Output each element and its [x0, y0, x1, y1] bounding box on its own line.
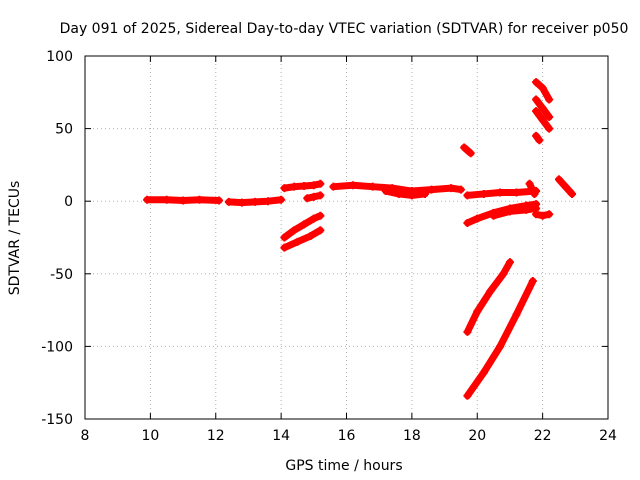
data-point — [215, 196, 224, 205]
series-arc-16 — [532, 95, 554, 121]
series-arc-19 — [532, 210, 554, 220]
series-arc-3 — [280, 179, 325, 193]
data-trace — [486, 270, 507, 295]
series-arc-6 — [303, 191, 325, 203]
series-arc-21 — [554, 175, 577, 198]
data-point — [505, 258, 514, 267]
y-tick-label: 0 — [64, 194, 73, 210]
data-point — [316, 179, 325, 188]
series-arc-14 — [463, 277, 537, 400]
x-tick-label: 24 — [599, 428, 617, 444]
data-point — [456, 185, 465, 194]
y-tick-label: -100 — [41, 339, 73, 355]
series-arc-4 — [280, 211, 325, 242]
data-point — [545, 210, 554, 219]
data-point — [535, 136, 544, 145]
series-arc-1 — [143, 195, 224, 205]
x-tick-label: 20 — [468, 428, 486, 444]
data-trace — [499, 258, 514, 278]
x-tick-label: 18 — [403, 428, 421, 444]
series-arc-9 — [460, 143, 475, 158]
y-tick-label: -150 — [41, 412, 73, 428]
data-trace — [539, 84, 553, 104]
x-tick-label: 10 — [141, 428, 159, 444]
series-arc-20 — [525, 179, 539, 198]
series-arc-17 — [532, 107, 554, 133]
data-point — [316, 226, 325, 235]
data-points — [143, 78, 577, 400]
data-point — [277, 195, 286, 204]
data-trace — [562, 183, 576, 198]
y-axis-label: SDTVAR / TECUs — [7, 181, 23, 296]
series-arc-12 — [489, 204, 541, 220]
data-trace — [539, 116, 553, 133]
x-tick-label: 16 — [338, 428, 356, 444]
chart-title: Day 091 of 2025, Sidereal Day-to-day VTE… — [60, 21, 629, 37]
grid — [85, 56, 608, 419]
series-arc-2 — [224, 195, 286, 207]
series-arc-18 — [532, 131, 544, 145]
data-trace — [512, 277, 537, 318]
data-point — [545, 124, 554, 133]
x-tick-label: 12 — [207, 428, 225, 444]
data-point — [528, 277, 537, 286]
series-arc-15 — [532, 78, 554, 104]
data-point — [316, 211, 325, 220]
series-arc-13 — [463, 258, 514, 336]
y-tick-label: 100 — [46, 49, 73, 65]
series-arc-8 — [381, 187, 429, 200]
data-trace — [480, 342, 504, 377]
data-point — [530, 189, 539, 198]
data-trace — [496, 310, 520, 350]
x-tick-label: 22 — [534, 428, 552, 444]
data-point — [420, 189, 429, 198]
series-arc-5 — [280, 226, 325, 252]
x-tick-label: 14 — [272, 428, 290, 444]
data-trace — [463, 308, 481, 336]
data-trace — [473, 287, 494, 316]
data-point — [316, 191, 325, 200]
x-axis-label: GPS time / hours — [285, 458, 402, 474]
data-point — [545, 95, 554, 104]
data-point — [466, 149, 475, 158]
data-trace — [539, 104, 553, 121]
axis-ticks: 8 10 12 14 16 18 20 22 24 100 50 0 -50 -100 -150 — [41, 49, 617, 444]
data-point — [568, 189, 577, 198]
y-tick-label: 50 — [55, 122, 73, 138]
data-trace — [463, 369, 488, 400]
x-tick-label: 8 — [81, 428, 90, 444]
y-tick-label: -50 — [50, 267, 73, 283]
data-point — [545, 112, 554, 121]
